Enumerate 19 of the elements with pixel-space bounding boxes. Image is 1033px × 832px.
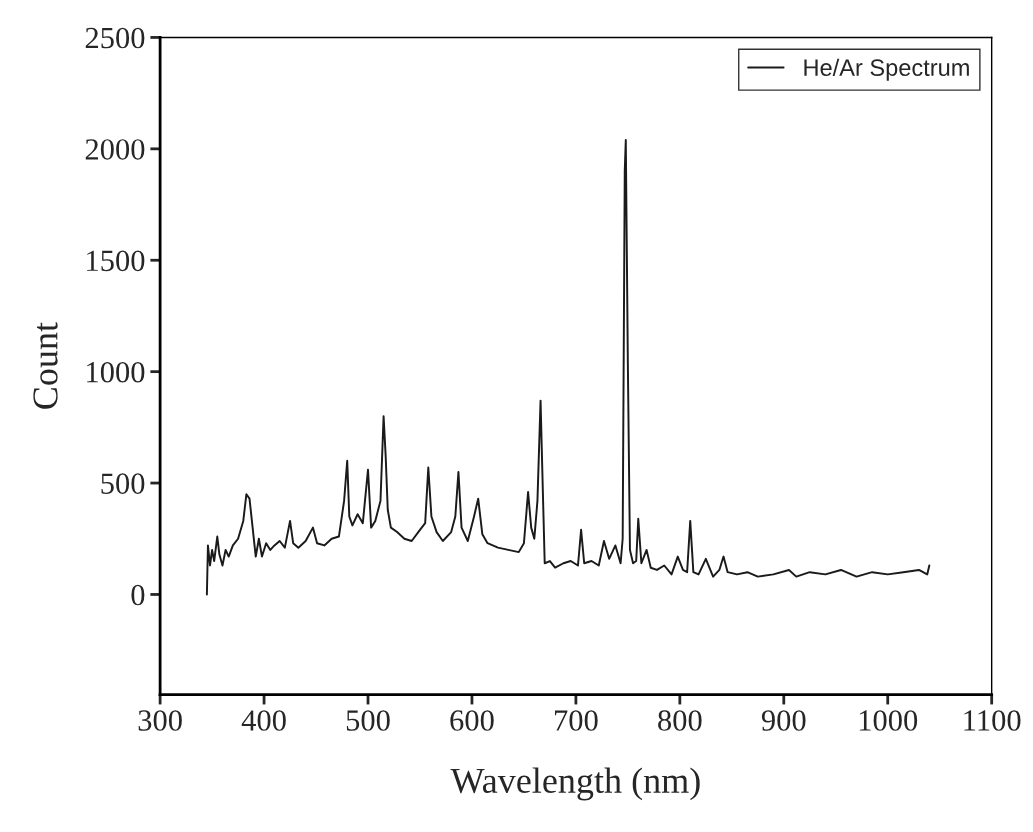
line-series	[205, 138, 931, 596]
x-tick-label: 400	[241, 710, 286, 731]
x-tick-label: 500	[346, 710, 390, 731]
y-axis-title: Count	[33, 322, 58, 409]
x-tick-label: 300	[138, 710, 182, 731]
y-tick-label: 2000	[85, 139, 145, 160]
x-tick-label: 1000	[859, 710, 918, 731]
y-tick-label: 2500	[85, 27, 145, 49]
y-tick-label: 0	[131, 584, 145, 606]
x-tick-label: 600	[450, 710, 494, 731]
x-tick-label: 1100	[964, 710, 1021, 731]
y-tick-label: 500	[101, 473, 145, 494]
y-tick-label: 1000	[87, 361, 145, 383]
x-axis-title: Wavelength (nm)	[450, 767, 700, 801]
x-tick-label: 900	[761, 710, 806, 731]
legend-label: He/Ar Spectrum	[804, 58, 969, 81]
x-tick-label: 700	[555, 710, 598, 731]
x-tick-label: 800	[658, 710, 702, 731]
y-tick-label: 1500	[87, 250, 145, 272]
